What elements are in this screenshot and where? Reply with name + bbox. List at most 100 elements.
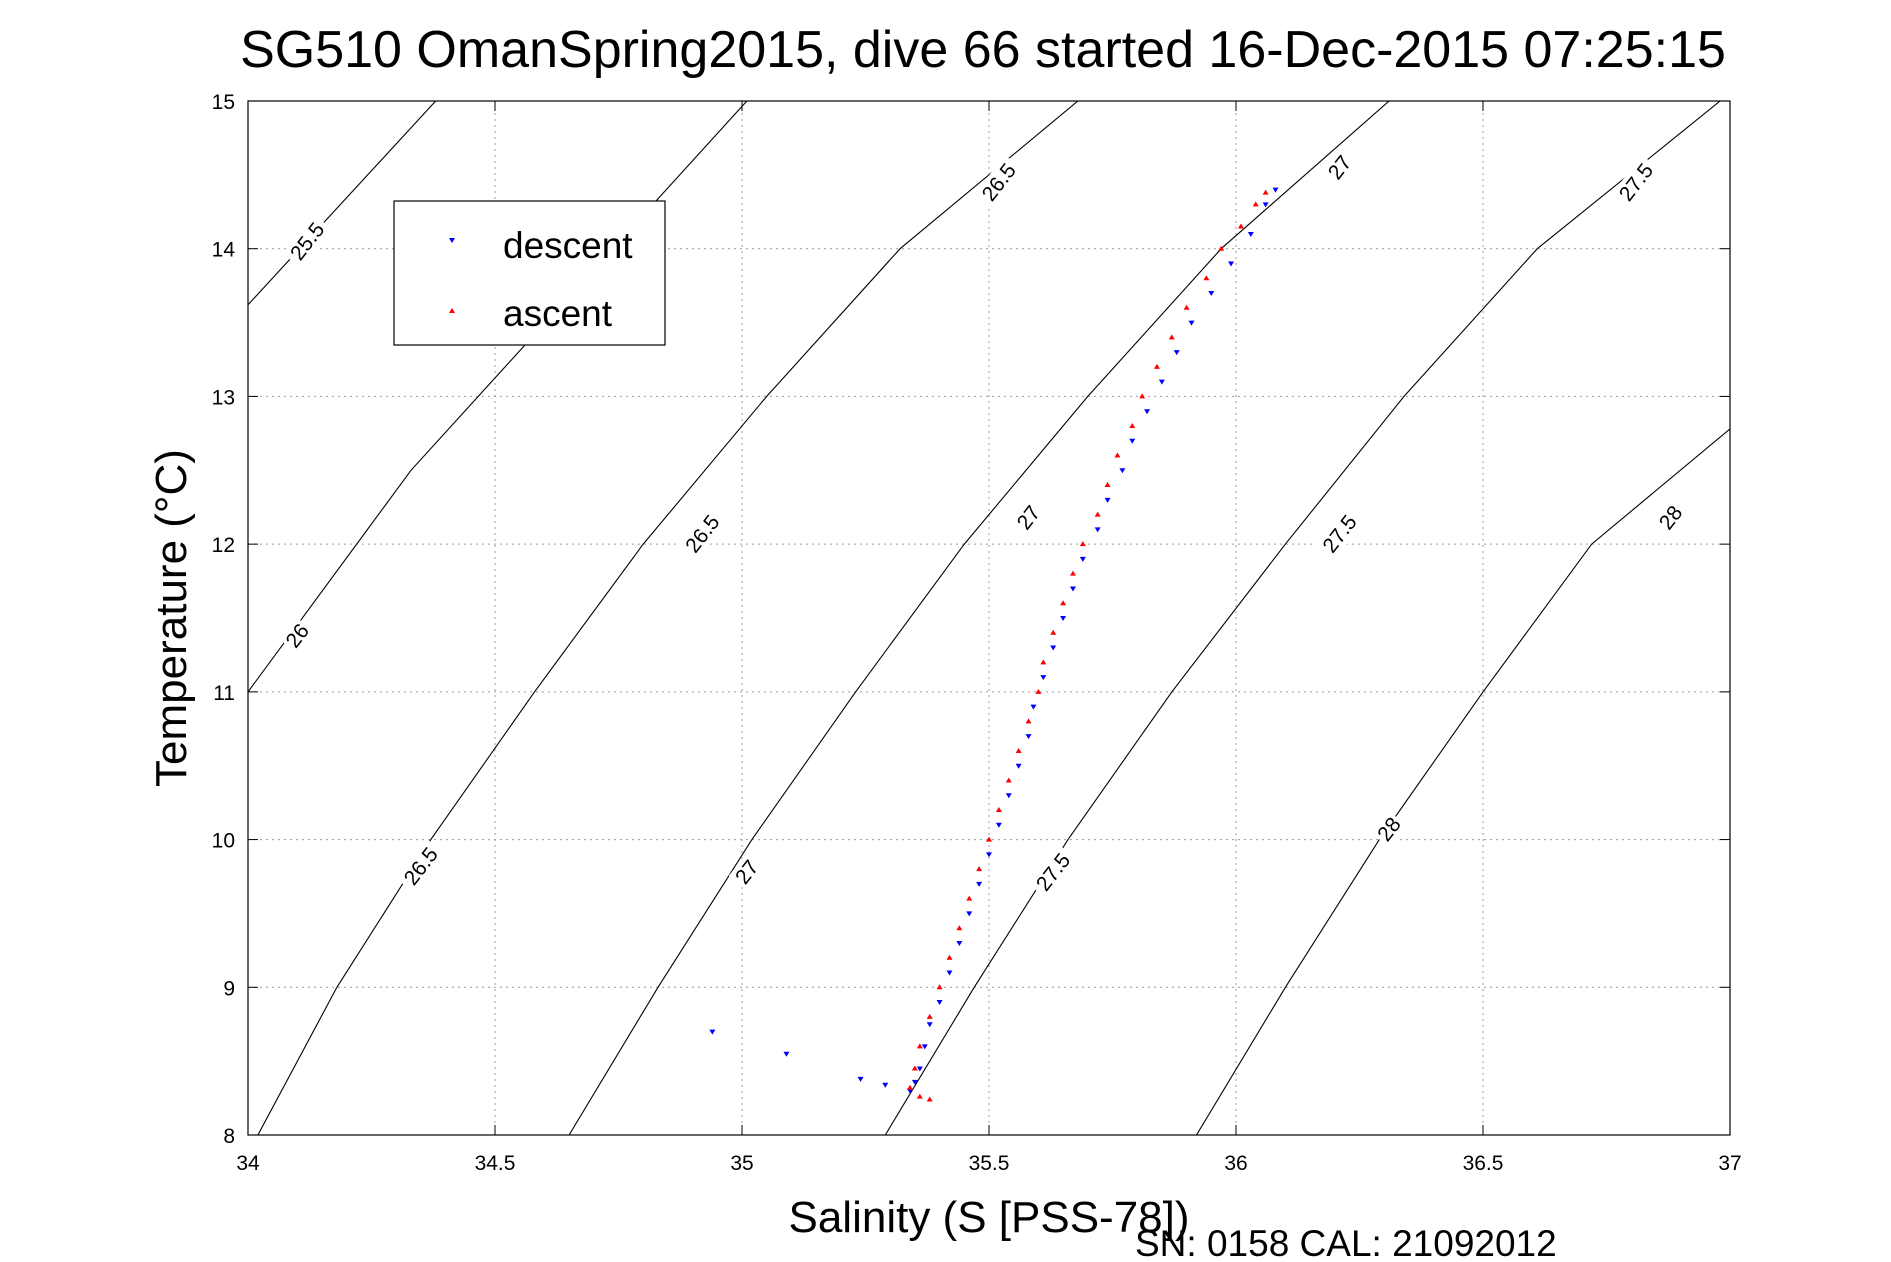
y-tick-label: 13: [212, 386, 235, 409]
legend-descent-marker: [449, 238, 455, 243]
ascent-point: [1069, 570, 1076, 576]
isopycnal-label-backing: [396, 839, 446, 894]
ascent-point: [936, 984, 943, 990]
descent-point: [1094, 527, 1101, 533]
ascent-point: [966, 895, 973, 901]
descent-point: [1188, 320, 1195, 326]
isopycnal-line-26-5: [257, 101, 1079, 1135]
descent-point: [1104, 497, 1111, 503]
ascent-point: [1153, 363, 1160, 369]
axis-ticks: 34 34.5 35 35.5 36 36.5 37 8 9 10 11 12 13 14 15: [212, 91, 1742, 1175]
ascent-point: [1050, 629, 1057, 635]
descent-point: [882, 1082, 889, 1088]
ascent-point: [1079, 541, 1086, 547]
ascent-point: [946, 954, 953, 960]
descent-point: [906, 1088, 913, 1094]
ascent-point: [926, 1013, 933, 1019]
isopycnal-label-backing: [282, 214, 333, 269]
descent-point: [1247, 231, 1254, 237]
descent-point: [1050, 645, 1057, 651]
isopycnal-line-25-5: [248, 101, 437, 306]
descent-point: [1208, 291, 1215, 297]
isopycnal-label-backing: [974, 155, 1024, 210]
isopycnal-label-backing: [1611, 155, 1661, 210]
x-tick-label: 37: [1718, 1152, 1741, 1175]
descent-point: [783, 1051, 790, 1057]
legend: descent ascent: [393, 200, 666, 346]
ascent-point: [986, 836, 992, 842]
y-tick-label: 12: [212, 534, 235, 557]
isopycnal-contours: [248, 101, 1730, 1135]
ascent-point: [1183, 304, 1190, 310]
descent-point: [966, 911, 973, 917]
ascent-point: [1262, 189, 1269, 195]
descent-point: [1005, 793, 1012, 799]
ascent-point: [1168, 334, 1175, 340]
descent-point: [916, 1066, 923, 1072]
legend-box: [393, 200, 666, 346]
descent-point: [709, 1029, 716, 1035]
descent-point: [1040, 675, 1047, 681]
isopycnal-line-27: [568, 101, 1390, 1135]
ascent-point: [1237, 223, 1244, 229]
y-tick-label: 9: [223, 977, 235, 1000]
ascent-point: [976, 866, 983, 872]
isopycnal-label-backing: [677, 506, 728, 561]
descent-point: [857, 1076, 864, 1082]
isopycnal-label-backing: [1652, 499, 1689, 537]
series-ascent: [906, 189, 1269, 1102]
legend-ascent-marker: [449, 308, 455, 313]
legend-ascent-label: ascent: [503, 293, 613, 334]
isopycnal-line-28: [1196, 428, 1730, 1135]
ascent-point: [1203, 275, 1210, 281]
descent-point: [1173, 350, 1180, 356]
ascent-point: [926, 1096, 933, 1102]
legend-descent-label: descent: [503, 225, 633, 266]
isopycnal-label-backing: [1028, 845, 1079, 900]
ascent-point: [1252, 201, 1259, 207]
isopycnal-label-backing: [728, 853, 765, 891]
descent-point: [1144, 409, 1151, 415]
descent-point: [1030, 704, 1037, 710]
x-axis-label: Salinity (S [PSS-78]): [788, 1193, 1189, 1242]
descent-point: [976, 881, 983, 887]
descent-point: [1069, 586, 1076, 592]
y-tick-label: 11: [213, 682, 235, 705]
isopycnal-label-backing: [1010, 499, 1047, 537]
isopycnal-label-backing: [279, 617, 316, 655]
series-descent: [709, 187, 1279, 1094]
x-tick-label: 35.5: [969, 1152, 1010, 1175]
descent-point: [946, 970, 953, 976]
descent-point: [1228, 261, 1235, 267]
ascent-point: [956, 925, 963, 931]
y-axis-label: Temperature (°C): [147, 449, 196, 787]
descent-point: [1129, 438, 1136, 444]
ascent-point: [1015, 747, 1022, 753]
isopycnal-label-backing: [1371, 810, 1408, 848]
isopycnal-line-27-5: [884, 101, 1721, 1135]
ascent-point: [1005, 777, 1012, 783]
descent-point: [956, 940, 963, 946]
descent-point: [986, 852, 992, 858]
isopycnal-label-backing: [1321, 149, 1358, 186]
x-tick-label: 36: [1224, 1152, 1247, 1175]
ascent-point: [1060, 600, 1067, 606]
descent-point: [1158, 379, 1165, 385]
descent-point: [1272, 187, 1279, 193]
y-tick-label: 14: [212, 239, 236, 262]
ascent-point: [911, 1065, 918, 1071]
descent-point: [921, 1044, 928, 1050]
ascent-point: [1139, 393, 1146, 399]
serial-calibration-footer: SN: 0158 CAL: 21092012: [1135, 1223, 1557, 1262]
x-tick-label: 36.5: [1463, 1152, 1504, 1175]
isopycnal-label-backing: [1314, 506, 1365, 561]
ascent-point: [916, 1043, 923, 1049]
y-tick-label: 8: [223, 1125, 235, 1148]
descent-point: [926, 1022, 933, 1028]
x-tick-label: 34.5: [475, 1152, 516, 1175]
ascent-point: [1035, 688, 1042, 694]
descent-point: [995, 822, 1002, 828]
descent-point: [1119, 468, 1126, 474]
chart-title: SG510 OmanSpring2015, dive 66 started 16…: [240, 21, 1726, 79]
